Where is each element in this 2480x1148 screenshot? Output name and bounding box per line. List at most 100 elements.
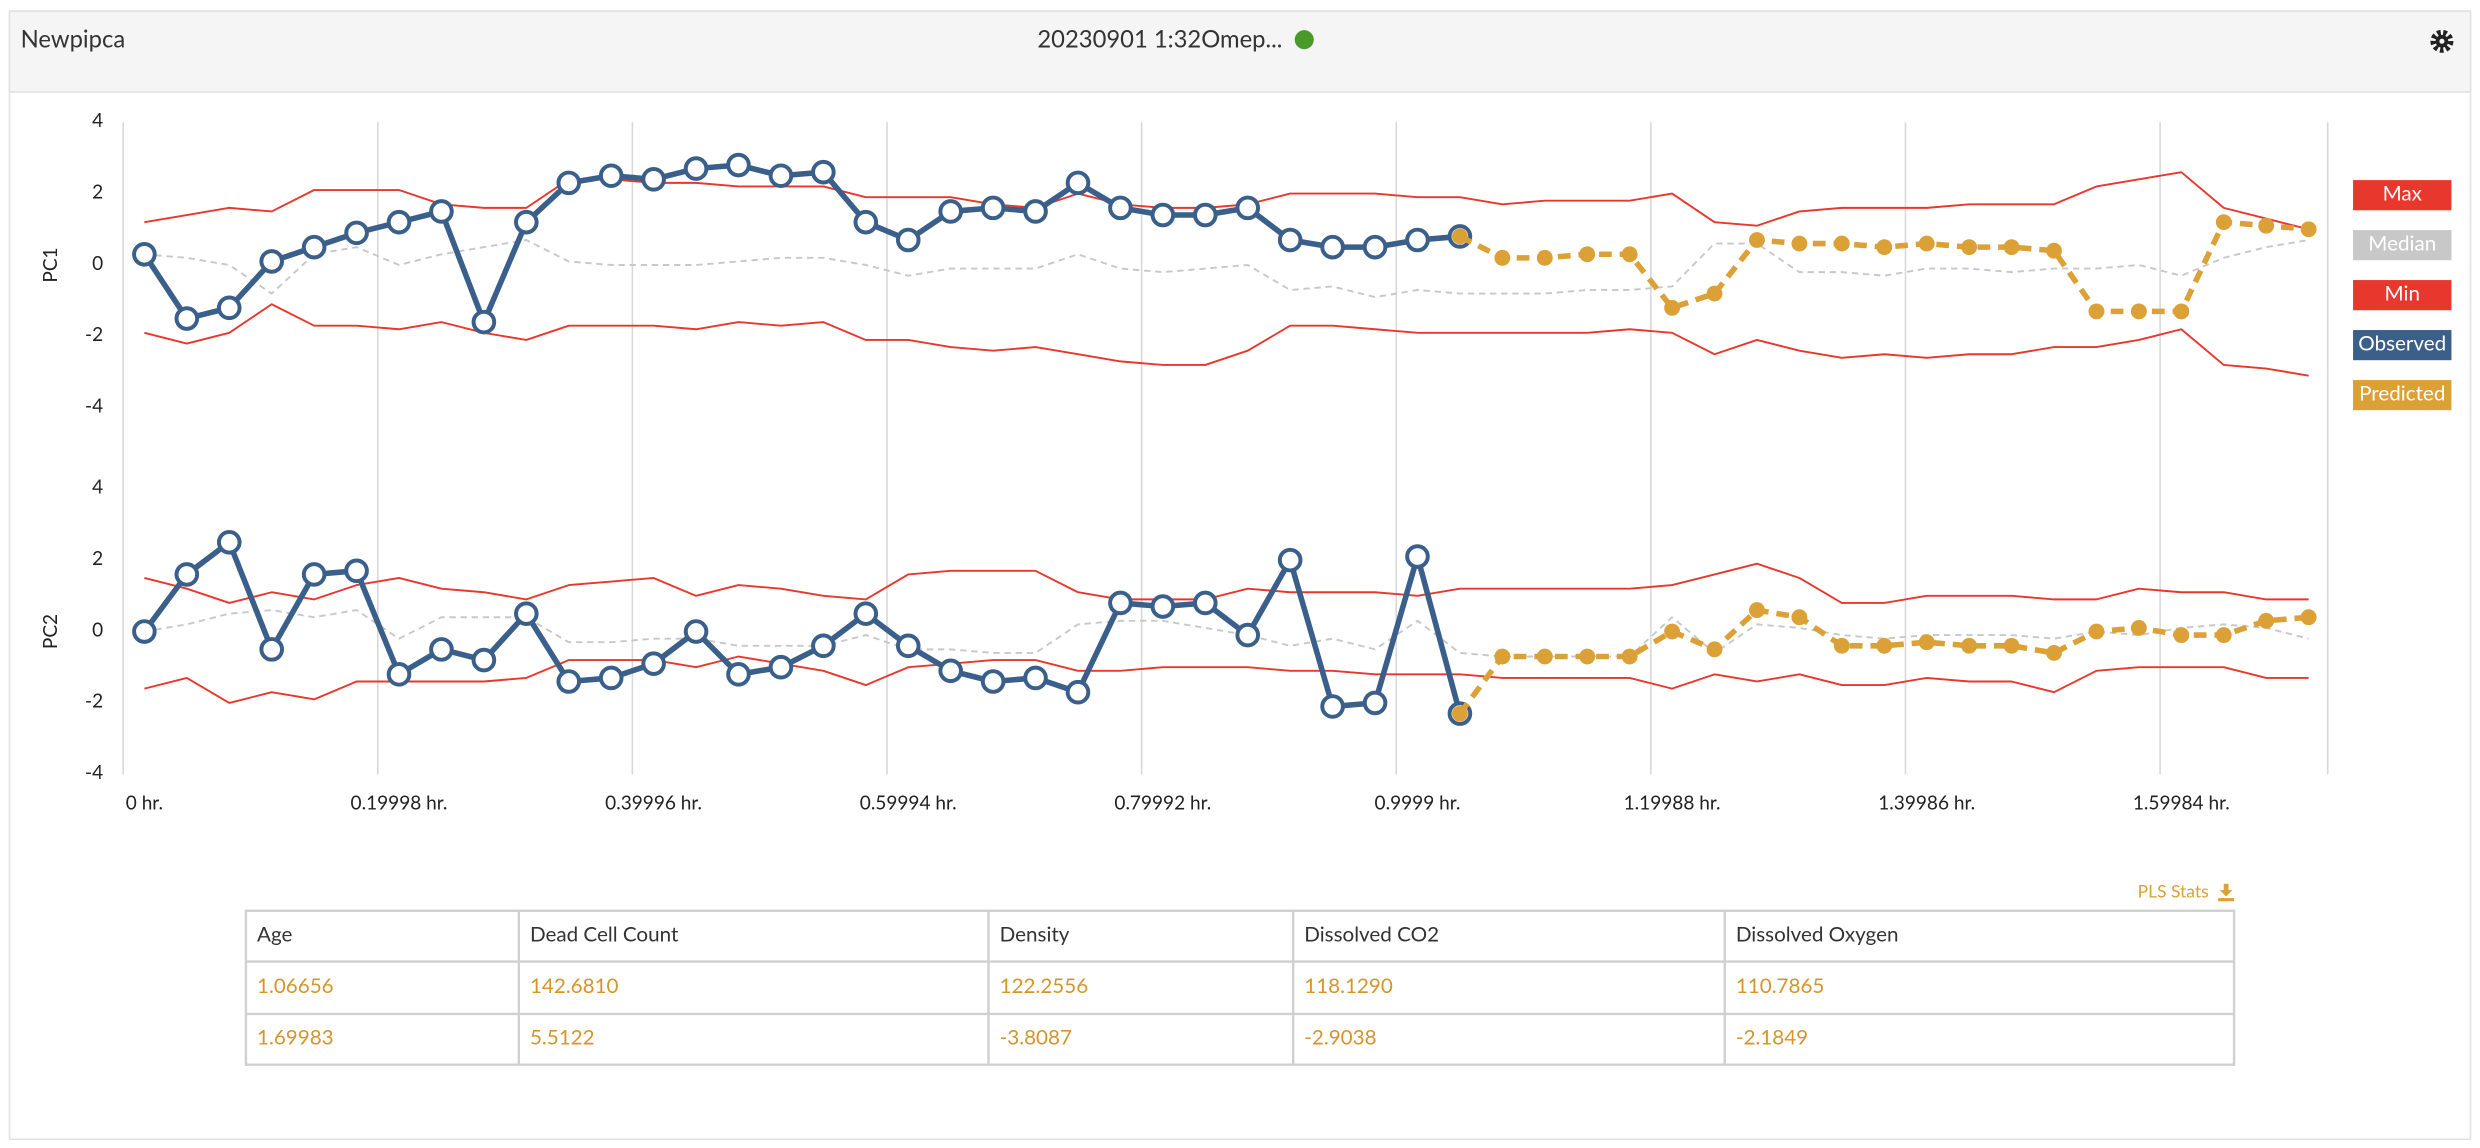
series-line <box>144 609 2309 658</box>
data-point <box>1451 705 1468 722</box>
data-point <box>2258 217 2275 234</box>
x-tick-label: 1.39986 hr. <box>1878 791 1975 814</box>
data-point <box>1791 609 1808 626</box>
data-point <box>1621 246 1638 263</box>
y-tick-label: 2 <box>92 547 103 570</box>
data-point <box>2130 620 2147 636</box>
data-point <box>2003 637 2020 654</box>
stats-table: Age Dead Cell Count Density Dissolved CO2 Di… <box>244 909 2236 1066</box>
data-point <box>1536 249 1553 266</box>
data-point <box>301 234 327 260</box>
data-point <box>216 295 242 321</box>
data-point <box>1023 199 1048 224</box>
settings-icon[interactable] <box>2430 29 2454 53</box>
x-tick-label: 0.9999 hr. <box>1375 791 1461 814</box>
data-point <box>1833 235 1850 252</box>
table-cell: 1.69983 <box>257 1026 334 1050</box>
data-point <box>1192 590 1218 616</box>
legend-swatch <box>2353 330 2452 361</box>
data-point <box>641 167 666 192</box>
data-point <box>1451 228 1468 245</box>
table-cell: -2.9038 <box>1304 1026 1376 1050</box>
data-point <box>1876 637 1893 654</box>
table-header: Dead Cell Count <box>530 922 679 946</box>
data-point <box>895 227 921 253</box>
data-point <box>938 658 963 684</box>
series-line <box>144 239 2309 299</box>
legend-swatch <box>2353 380 2452 411</box>
legend-label: Max <box>2383 181 2423 205</box>
x-tick-label: 0.59994 hr. <box>860 791 957 814</box>
table-header: Dissolved CO2 <box>1304 922 1439 946</box>
header-title: Newpipca <box>21 25 126 53</box>
y-tick-label: -4 <box>85 761 103 784</box>
y-tick-label: 0 <box>92 618 103 641</box>
data-point <box>938 199 963 224</box>
table-header: Density <box>1000 922 1070 946</box>
table-frame <box>244 909 2236 1066</box>
data-point <box>1108 195 1133 221</box>
data-point <box>768 654 794 680</box>
series-line <box>144 655 2309 704</box>
data-point <box>216 529 242 555</box>
y-tick-label: -4 <box>85 395 103 418</box>
header-subtitle[interactable]: 20230901 1:32Omep... <box>1037 25 1282 53</box>
table-cell: -2.1849 <box>1736 1026 1808 1050</box>
data-point <box>1664 623 1681 640</box>
data-point <box>344 558 369 584</box>
data-point <box>2046 645 2062 661</box>
data-point <box>811 159 836 185</box>
series-line <box>144 562 2309 604</box>
data-point <box>1706 285 1723 302</box>
pls-stats-link[interactable]: PLS Stats <box>2138 881 2209 902</box>
data-point <box>1150 202 1176 228</box>
data-point <box>471 647 497 673</box>
data-point <box>2046 242 2062 259</box>
download-icon[interactable] <box>2218 883 2235 902</box>
y-tick-label: -2 <box>85 690 103 713</box>
data-point <box>726 662 751 687</box>
data-point <box>1277 547 1303 573</box>
data-point <box>683 619 709 644</box>
data-point <box>259 637 284 662</box>
data-point <box>1621 648 1638 665</box>
data-point <box>2088 303 2105 320</box>
x-tick-label: 0 hr. <box>126 791 163 814</box>
data-point <box>2215 214 2232 231</box>
data-point <box>1405 227 1430 253</box>
data-point <box>386 662 412 687</box>
legend-swatch <box>2353 280 2452 311</box>
data-point <box>556 170 582 196</box>
x-tick-label: 0.79992 hr. <box>1114 791 1211 814</box>
y-tick-label: 4 <box>92 476 103 499</box>
data-point <box>1065 679 1091 705</box>
data-point <box>344 220 369 246</box>
series-line <box>1457 607 2309 716</box>
data-point <box>1108 590 1133 616</box>
data-point <box>895 633 921 659</box>
data-point <box>514 209 539 235</box>
data-point <box>2088 623 2105 640</box>
data-point <box>811 633 836 659</box>
data-point <box>726 152 751 178</box>
y-axis-label: PC1 <box>39 247 62 282</box>
data-point <box>514 601 539 626</box>
data-point <box>1065 170 1091 196</box>
x-tick-label: 0.39996 hr. <box>605 791 702 814</box>
data-point <box>980 669 1006 694</box>
data-point <box>1833 637 1850 654</box>
status-dot <box>1294 30 1314 50</box>
data-point <box>556 669 582 694</box>
data-point <box>1277 227 1303 253</box>
data-point <box>1494 249 1511 266</box>
data-point <box>641 651 666 676</box>
data-point <box>1150 594 1176 619</box>
data-point <box>2130 303 2147 320</box>
data-point <box>1918 634 1935 651</box>
data-point <box>1536 648 1553 665</box>
data-point <box>1320 234 1345 260</box>
data-point <box>598 163 624 189</box>
data-point <box>259 249 284 274</box>
